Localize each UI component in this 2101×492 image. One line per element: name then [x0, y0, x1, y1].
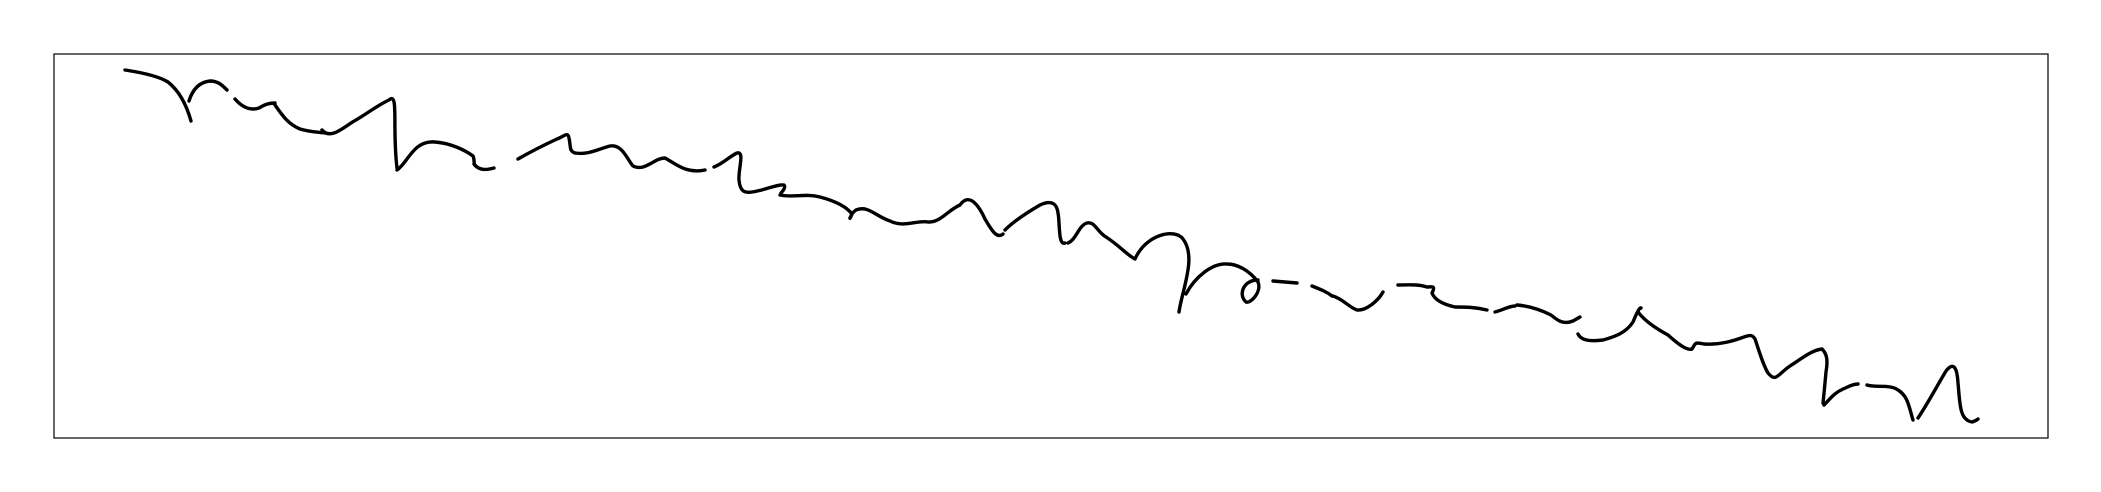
stroke-segment — [1515, 303, 1582, 325]
stroke-segment — [1865, 383, 1915, 422]
stroke-segment — [233, 97, 277, 111]
stroke-segment — [320, 96, 399, 170]
stroke-segment — [1493, 304, 1517, 314]
stroke-segment — [1331, 290, 1385, 312]
stroke-segment — [1636, 310, 1829, 405]
stroke-segment — [1066, 221, 1191, 314]
stroke-segment — [1396, 283, 1489, 312]
stroke-segment — [516, 133, 577, 161]
stroke-segment — [123, 68, 193, 123]
handwriting-strokes — [123, 68, 1980, 424]
stroke-segment — [1822, 382, 1860, 407]
drawing-frame — [53, 53, 2049, 439]
stroke-segment — [1184, 262, 1261, 304]
stroke-segment — [1310, 284, 1334, 298]
stroke-segment — [187, 79, 229, 103]
stroke-segment — [1271, 279, 1299, 285]
stroke-segment — [472, 162, 496, 172]
stroke-segment — [1916, 364, 1980, 424]
stroke-segment — [273, 103, 327, 135]
stroke-segment — [778, 193, 1005, 238]
stroke-segment — [573, 144, 707, 173]
stroke-segment — [395, 140, 478, 172]
stroke-segment — [1003, 200, 1067, 245]
stroke-segment — [712, 151, 787, 195]
